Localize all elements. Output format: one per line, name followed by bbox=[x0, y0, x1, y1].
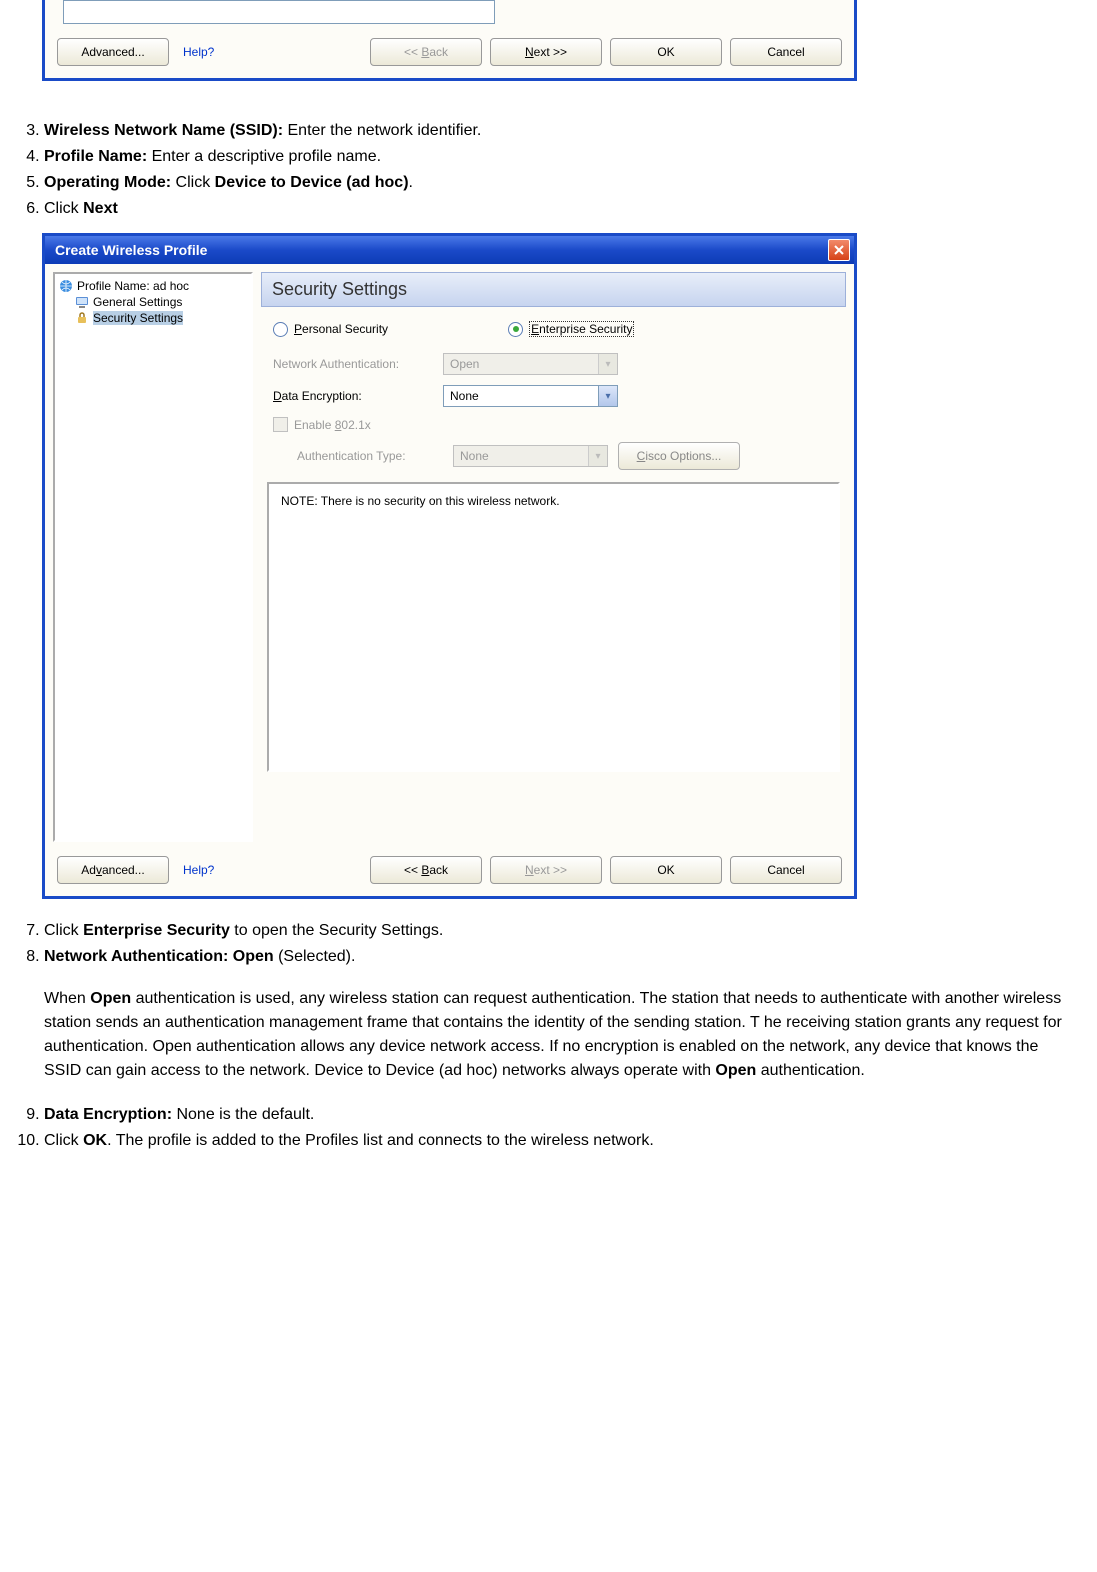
advanced-button[interactable]: Advanced... bbox=[57, 38, 169, 66]
enterprise-security-radio[interactable]: Enterprise Security bbox=[508, 321, 634, 337]
checkbox-icon bbox=[273, 417, 288, 432]
step-7: Click Enterprise Security to open the Se… bbox=[44, 919, 1077, 943]
chevron-down-icon: ▾ bbox=[598, 354, 617, 374]
network-auth-value: Open bbox=[450, 357, 479, 371]
step-5: Operating Mode: Click Device to Device (… bbox=[44, 171, 1097, 195]
cisco-options-button: Cisco Options... bbox=[618, 442, 740, 470]
step-4: Profile Name: Enter a descriptive profil… bbox=[44, 145, 1097, 169]
pa: When bbox=[44, 990, 90, 1007]
tree-security-label: Security Settings bbox=[93, 311, 183, 325]
next-label: Next >> bbox=[525, 45, 567, 59]
step6-a: Click bbox=[44, 200, 83, 217]
previous-dialog-bottom: Advanced... Help? << Back Next >> OK Can… bbox=[42, 0, 857, 81]
auth-type-value: None bbox=[460, 449, 489, 463]
close-icon[interactable] bbox=[828, 239, 850, 261]
s7b: Enterprise Security bbox=[83, 922, 230, 939]
titlebar: Create Wireless Profile bbox=[45, 236, 854, 264]
ok-button[interactable]: OK bbox=[610, 856, 722, 884]
step5-end: . bbox=[409, 174, 413, 191]
next-label: Next >> bbox=[525, 863, 567, 877]
globe-icon bbox=[59, 279, 73, 293]
s9b: None is the default. bbox=[172, 1106, 314, 1123]
step-9: Data Encryption: None is the default. bbox=[44, 1103, 1077, 1127]
instructions-list-1: Wireless Network Name (SSID): Enter the … bbox=[0, 119, 1097, 221]
cancel-button[interactable]: Cancel bbox=[730, 856, 842, 884]
step-8: Network Authentication: Open (Selected). bbox=[44, 945, 1077, 969]
step5-b1: Operating Mode: bbox=[44, 174, 171, 191]
chevron-down-icon: ▾ bbox=[598, 386, 617, 406]
cisco-label: Cisco Options... bbox=[637, 449, 722, 463]
step5-mid: Click bbox=[171, 174, 215, 191]
advanced-button[interactable]: Advanced... bbox=[57, 856, 169, 884]
back-label: << Back bbox=[404, 863, 448, 877]
step6-b: Next bbox=[83, 200, 118, 217]
pe: authentication. bbox=[756, 1062, 865, 1079]
tree-general-settings[interactable]: General Settings bbox=[57, 294, 249, 310]
cancel-button[interactable]: Cancel bbox=[730, 38, 842, 66]
step-6: Click Next bbox=[44, 197, 1097, 221]
data-encryption-dropdown[interactable]: None ▾ bbox=[443, 385, 618, 407]
enable-8021x-label: Enable 802.1x bbox=[294, 418, 371, 432]
note-box: NOTE: There is no security on this wirel… bbox=[267, 482, 840, 772]
profile-tree[interactable]: Profile Name: ad hoc General Settings Se… bbox=[53, 272, 253, 842]
radio-icon bbox=[508, 322, 523, 337]
computer-icon bbox=[75, 295, 89, 309]
network-auth-label: Network Authentication: bbox=[273, 357, 443, 371]
pb: Open bbox=[90, 990, 131, 1007]
back-button[interactable]: << Back bbox=[370, 856, 482, 884]
back-label: << Back bbox=[404, 45, 448, 59]
chevron-down-icon: ▾ bbox=[588, 446, 607, 466]
lock-icon bbox=[75, 311, 89, 325]
radio-icon bbox=[273, 322, 288, 337]
step5-b2: Device to Device (ad hoc) bbox=[215, 174, 409, 191]
personal-security-label: Personal Security bbox=[294, 322, 388, 336]
next-button[interactable]: Next >> bbox=[490, 38, 602, 66]
step4-bold: Profile Name: bbox=[44, 148, 147, 165]
help-link[interactable]: Help? bbox=[183, 863, 214, 877]
next-button: Next >> bbox=[490, 856, 602, 884]
step3-bold: Wireless Network Name (SSID): bbox=[44, 122, 283, 139]
enable-8021x-checkbox: Enable 802.1x bbox=[267, 417, 840, 432]
s7c: to open the Security Settings. bbox=[230, 922, 443, 939]
s10a: Click bbox=[44, 1132, 83, 1149]
instructions-list-3: Data Encryption: None is the default. Cl… bbox=[0, 1103, 1077, 1153]
step3-rest: Enter the network identifier. bbox=[283, 122, 481, 139]
data-encryption-label: Data Encryption: bbox=[273, 389, 443, 403]
s8a: Network Authentication: Open bbox=[44, 948, 274, 965]
advanced-label: Advanced... bbox=[81, 863, 144, 877]
s8b: (Selected). bbox=[274, 948, 356, 965]
note-text: NOTE: There is no security on this wirel… bbox=[281, 494, 560, 508]
section-header: Security Settings bbox=[261, 272, 846, 307]
data-encryption-value: None bbox=[450, 389, 479, 403]
tree-security-settings[interactable]: Security Settings bbox=[57, 310, 249, 326]
instructions-list-2: Click Enterprise Security to open the Se… bbox=[0, 919, 1077, 969]
create-wireless-profile-dialog: Create Wireless Profile Profile Name: ad… bbox=[42, 233, 857, 899]
s10c: . The profile is added to the Profiles l… bbox=[107, 1132, 654, 1149]
pc: authentication is used, any wireless sta… bbox=[44, 990, 1062, 1079]
tree-root[interactable]: Profile Name: ad hoc bbox=[57, 278, 249, 294]
personal-security-radio[interactable]: Personal Security bbox=[273, 322, 388, 337]
tree-general-label: General Settings bbox=[93, 295, 182, 309]
enterprise-security-label: Enterprise Security bbox=[529, 321, 634, 337]
dialog-title: Create Wireless Profile bbox=[55, 242, 207, 258]
advanced-label: Advanced... bbox=[81, 45, 144, 59]
s10b: OK bbox=[83, 1132, 107, 1149]
help-link[interactable]: Help? bbox=[183, 45, 214, 59]
open-auth-paragraph: When Open authentication is used, any wi… bbox=[44, 987, 1077, 1083]
step4-rest: Enter a descriptive profile name. bbox=[147, 148, 381, 165]
back-button: << Back bbox=[370, 38, 482, 66]
ok-button[interactable]: OK bbox=[610, 38, 722, 66]
s9a: Data Encryption: bbox=[44, 1106, 172, 1123]
tree-root-label: Profile Name: ad hoc bbox=[77, 279, 189, 293]
auth-type-dropdown: None ▾ bbox=[453, 445, 608, 467]
network-auth-dropdown: Open ▾ bbox=[443, 353, 618, 375]
pd: Open bbox=[715, 1062, 756, 1079]
step-3: Wireless Network Name (SSID): Enter the … bbox=[44, 119, 1097, 143]
step-10: Click OK. The profile is added to the Pr… bbox=[44, 1129, 1077, 1153]
auth-type-label: Authentication Type: bbox=[297, 449, 443, 463]
text-input[interactable] bbox=[63, 0, 495, 24]
s7a: Click bbox=[44, 922, 83, 939]
